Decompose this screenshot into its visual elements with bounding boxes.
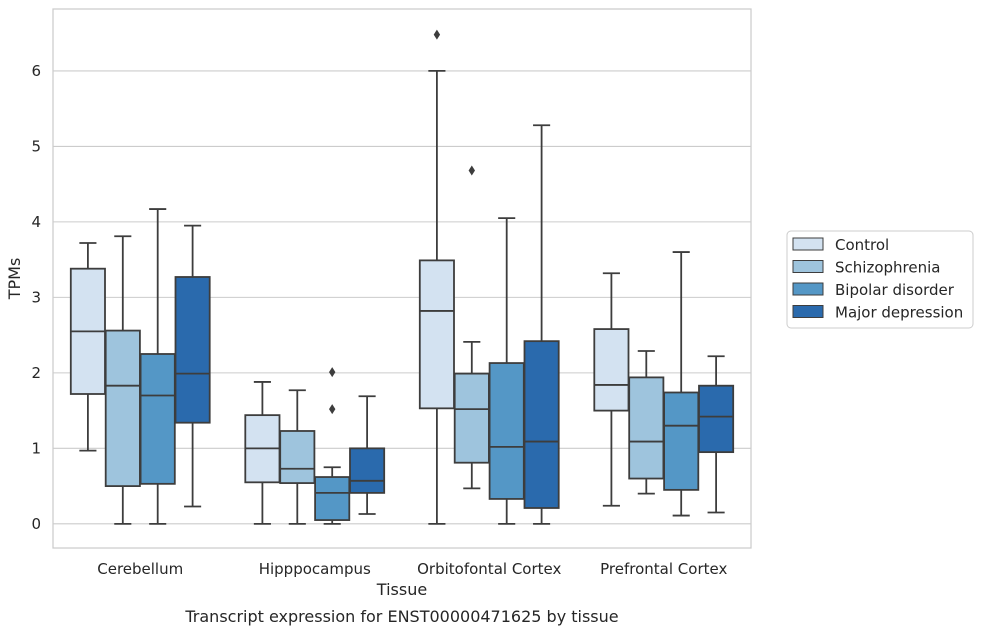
box-iqr	[488, 362, 525, 500]
box-schizophrenia	[628, 350, 665, 495]
outlier-marker	[329, 367, 336, 378]
x-tick-labels: Cerebellum Hipppocampus Orbitofontal Corte…	[97, 560, 727, 578]
outlier-marker	[468, 165, 475, 176]
y-tick-label: 1	[31, 439, 41, 457]
chart-caption: Transcript expression for ENST0000047162…	[184, 607, 618, 626]
legend-swatch	[792, 260, 824, 273]
outlier-marker	[433, 29, 441, 40]
box-iqr	[418, 259, 455, 410]
box-major-depression	[174, 224, 211, 508]
box-iqr	[663, 391, 700, 491]
legend-label: Schizophrenia	[835, 259, 940, 277]
box-iqr	[314, 476, 351, 521]
y-tick-label: 4	[31, 213, 41, 231]
box-iqr	[174, 276, 211, 424]
x-tick-label: Hipppocampus	[259, 560, 371, 578]
box-control	[244, 381, 281, 525]
box-control	[593, 272, 630, 507]
box-iqr	[104, 329, 141, 487]
box-iqr	[628, 376, 665, 480]
x-tick-label: Prefrontal Cortex	[600, 560, 727, 578]
legend-label: Bipolar disorder	[835, 281, 955, 299]
legend-swatch	[792, 282, 824, 296]
x-tick-label: Orbitofontal Cortex	[417, 560, 561, 578]
y-tick-label: 3	[31, 288, 41, 306]
y-tick-label: 6	[31, 62, 41, 80]
outlier-marker	[329, 404, 336, 415]
y-tick-labels: 0 1 2 3 4 5 6	[31, 62, 41, 533]
box-major-depression	[523, 124, 560, 525]
box-schizophrenia	[104, 235, 141, 525]
box-bipolar-disorder	[488, 217, 525, 525]
box-schizophrenia	[279, 389, 316, 525]
box-iqr	[279, 430, 316, 484]
box-major-depression	[349, 395, 386, 515]
box-iqr	[453, 372, 490, 464]
legend-label: Major depression	[835, 304, 963, 322]
y-tick-label: 5	[31, 137, 41, 155]
x-axis-label: Tissue	[376, 580, 427, 599]
box-major-depression	[698, 355, 735, 514]
y-tick-label: 0	[31, 515, 41, 533]
box-iqr	[593, 328, 630, 412]
box-bipolar-disorder	[314, 367, 351, 525]
box-control	[418, 29, 455, 525]
y-axis-label: TPMs	[5, 258, 24, 301]
box-iqr	[698, 384, 735, 454]
legend-swatch	[792, 237, 824, 251]
legend-frame	[786, 230, 974, 329]
box-iqr	[139, 353, 176, 485]
x-tick-label: Cerebellum	[97, 560, 183, 578]
plot-frame	[52, 8, 752, 549]
y-tick-label: 2	[31, 364, 41, 382]
boxes	[69, 29, 735, 525]
box-iqr	[523, 340, 560, 509]
box-schizophrenia	[453, 165, 490, 490]
legend-swatch	[792, 305, 824, 318]
legend-label: Control	[835, 236, 889, 254]
legend: Control Schizophrenia Bipolar disorder Majo…	[786, 230, 974, 329]
box-iqr	[349, 447, 386, 494]
